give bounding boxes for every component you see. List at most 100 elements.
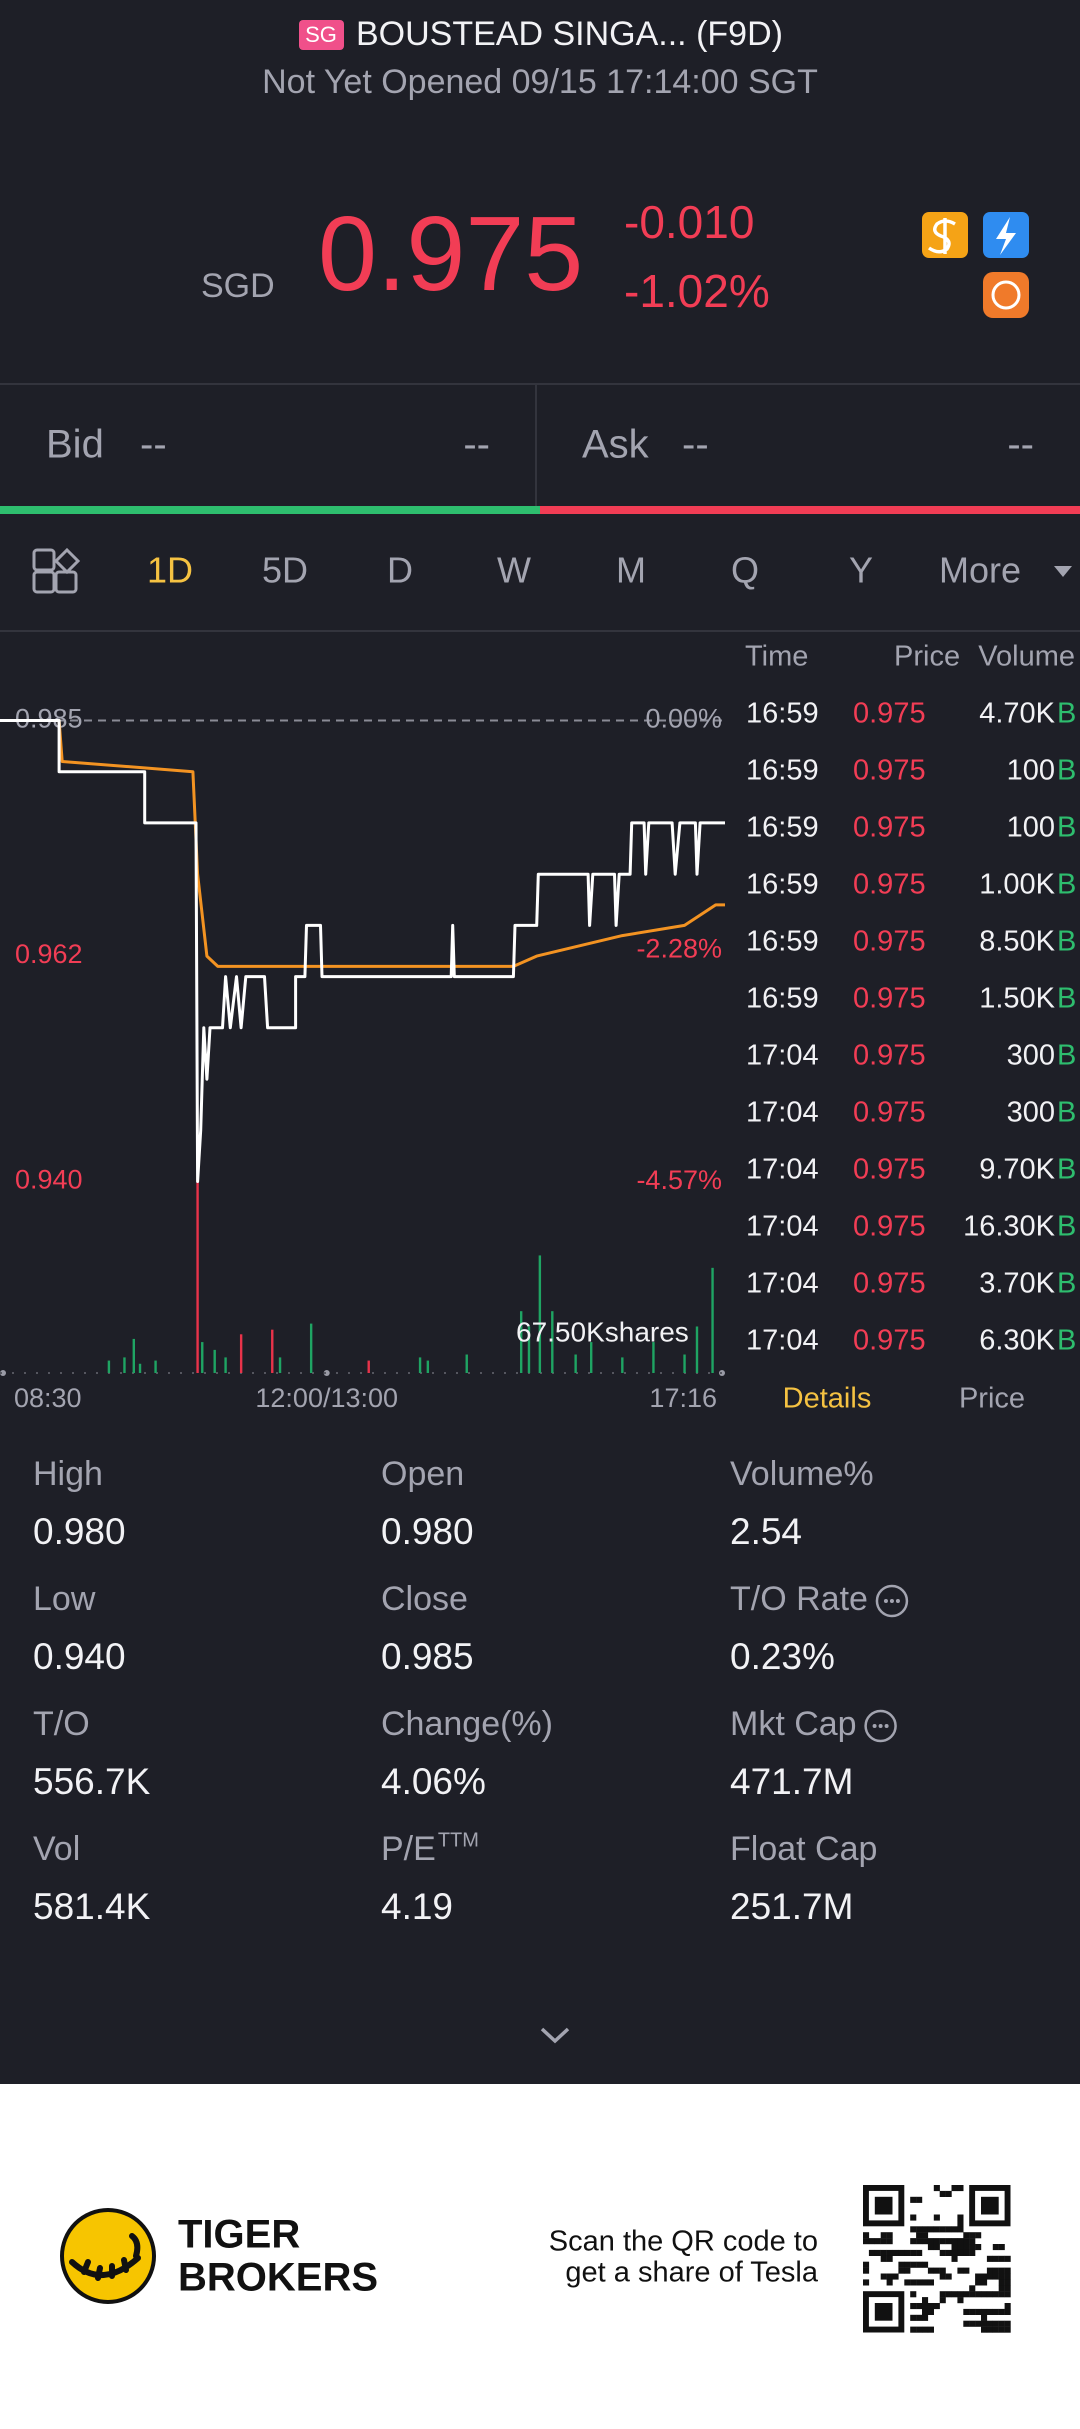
qr-module bbox=[986, 2308, 993, 2315]
stat-label: P/E bbox=[381, 1830, 436, 1868]
qr-module bbox=[927, 2238, 934, 2245]
info-icon[interactable] bbox=[864, 1709, 897, 1743]
stat-value: 4.06% bbox=[381, 1761, 486, 1802]
trade-volume: 100 bbox=[1007, 812, 1055, 844]
qr-module bbox=[969, 2291, 976, 2298]
period-tab[interactable]: Y bbox=[849, 550, 873, 591]
trade-time: 16:59 bbox=[746, 698, 819, 730]
qr-module bbox=[922, 2297, 929, 2304]
qr-module bbox=[981, 2320, 988, 2327]
qr-module bbox=[998, 2279, 1005, 2286]
qr-module bbox=[951, 2185, 958, 2192]
qr-module bbox=[957, 2226, 964, 2233]
period-tab[interactable]: 1D bbox=[147, 550, 193, 591]
qr-module bbox=[863, 2232, 870, 2239]
qr-module bbox=[969, 2308, 976, 2315]
layout-icon-cell[interactable] bbox=[32, 548, 56, 572]
trade-header: Volume bbox=[978, 641, 1075, 673]
icon-currency-glyph bbox=[927, 218, 956, 254]
qr-module bbox=[975, 2291, 982, 2298]
volume-bar bbox=[154, 1360, 157, 1373]
qr-module bbox=[927, 2308, 934, 2315]
qr-module bbox=[1004, 2308, 1011, 2315]
qr-finder bbox=[874, 2303, 893, 2321]
qr-module bbox=[945, 2291, 952, 2298]
qr-module bbox=[969, 2238, 976, 2245]
volume-bar bbox=[711, 1267, 714, 1373]
qr-module bbox=[933, 2185, 940, 2192]
layout-icon-cell[interactable] bbox=[54, 570, 78, 594]
qr-module bbox=[886, 2232, 893, 2239]
layout-icon-cell[interactable] bbox=[32, 570, 56, 594]
qr-module bbox=[922, 2326, 929, 2333]
period-tab[interactable]: Q bbox=[731, 550, 759, 591]
qr-module bbox=[904, 2261, 911, 2268]
trade-volume: 6.30K bbox=[979, 1325, 1055, 1357]
period-tab[interactable]: D bbox=[387, 550, 413, 591]
trade-price: 0.975 bbox=[853, 1325, 926, 1357]
ask-bar bbox=[540, 506, 1080, 514]
qr-module bbox=[910, 2261, 917, 2268]
volume-bar bbox=[418, 1357, 422, 1373]
qr-module bbox=[986, 2267, 993, 2274]
stat-value: 251.7M bbox=[730, 1886, 853, 1927]
trade-volume: 300 bbox=[1007, 1040, 1055, 1072]
qr-module bbox=[863, 2261, 870, 2268]
expand-chevron[interactable] bbox=[540, 2027, 570, 2044]
period-tab[interactable]: More bbox=[939, 550, 1021, 591]
icon-exchange[interactable] bbox=[983, 272, 1029, 318]
qr-module bbox=[992, 2320, 999, 2327]
trade-price: 0.975 bbox=[853, 869, 926, 901]
volume-bar bbox=[574, 1354, 577, 1373]
period-tab[interactable]: 5D bbox=[262, 550, 308, 591]
qr-module bbox=[904, 2267, 911, 2274]
qr-module bbox=[951, 2255, 958, 2262]
qr-finder bbox=[981, 2196, 999, 2215]
bid-price: -- bbox=[140, 423, 167, 467]
qr-module bbox=[992, 2326, 999, 2333]
qr-module bbox=[1004, 2273, 1011, 2280]
bid-label: Bid bbox=[46, 423, 104, 467]
qr-module bbox=[863, 2279, 870, 2286]
background bbox=[0, 0, 1080, 2084]
qr-module bbox=[963, 2320, 970, 2327]
trades-tab[interactable]: Details bbox=[783, 1383, 872, 1415]
trade-time: 17:04 bbox=[746, 1325, 819, 1357]
info-icon-dot bbox=[884, 1724, 889, 1728]
trade-price: 0.975 bbox=[853, 983, 926, 1015]
qr-module bbox=[975, 2273, 982, 2280]
period-tab[interactable]: W bbox=[497, 550, 531, 591]
qr-module bbox=[1004, 2267, 1011, 2274]
qr-module bbox=[998, 2273, 1005, 2280]
stat-label: Close bbox=[381, 1580, 468, 1618]
trade-side: B bbox=[1057, 812, 1076, 844]
trades-tab[interactable]: Price bbox=[959, 1383, 1025, 1415]
period-tab[interactable]: M bbox=[616, 550, 646, 591]
qr-module bbox=[886, 2249, 893, 2256]
qr-module bbox=[910, 2238, 917, 2245]
qr-module bbox=[1004, 2320, 1011, 2327]
trade-price: 0.975 bbox=[853, 1154, 926, 1186]
volume-bar bbox=[309, 1323, 313, 1373]
qr-module bbox=[957, 2297, 964, 2304]
stat-value: 0.23% bbox=[730, 1636, 835, 1677]
trade-price: 0.975 bbox=[853, 1040, 926, 1072]
stat-value: 4.19 bbox=[381, 1886, 453, 1927]
trade-volume: 8.50K bbox=[979, 926, 1055, 958]
qr-module bbox=[975, 2244, 982, 2251]
qr-module bbox=[916, 2249, 923, 2256]
trade-side: B bbox=[1057, 926, 1076, 958]
qr-module bbox=[998, 2285, 1005, 2292]
stat-label: Mkt Cap bbox=[730, 1705, 857, 1743]
info-icon[interactable] bbox=[875, 1584, 909, 1618]
qr-module bbox=[886, 2238, 893, 2245]
volume-bar bbox=[367, 1360, 370, 1373]
stat-label: Vol bbox=[33, 1830, 80, 1868]
qr-module bbox=[945, 2249, 952, 2256]
logo bbox=[60, 2208, 156, 2304]
qr-module bbox=[951, 2226, 958, 2233]
market-badge-text: SG bbox=[305, 22, 337, 47]
qr-module bbox=[975, 2232, 982, 2239]
volume-bar bbox=[527, 1326, 531, 1373]
qr-module bbox=[916, 2303, 923, 2310]
